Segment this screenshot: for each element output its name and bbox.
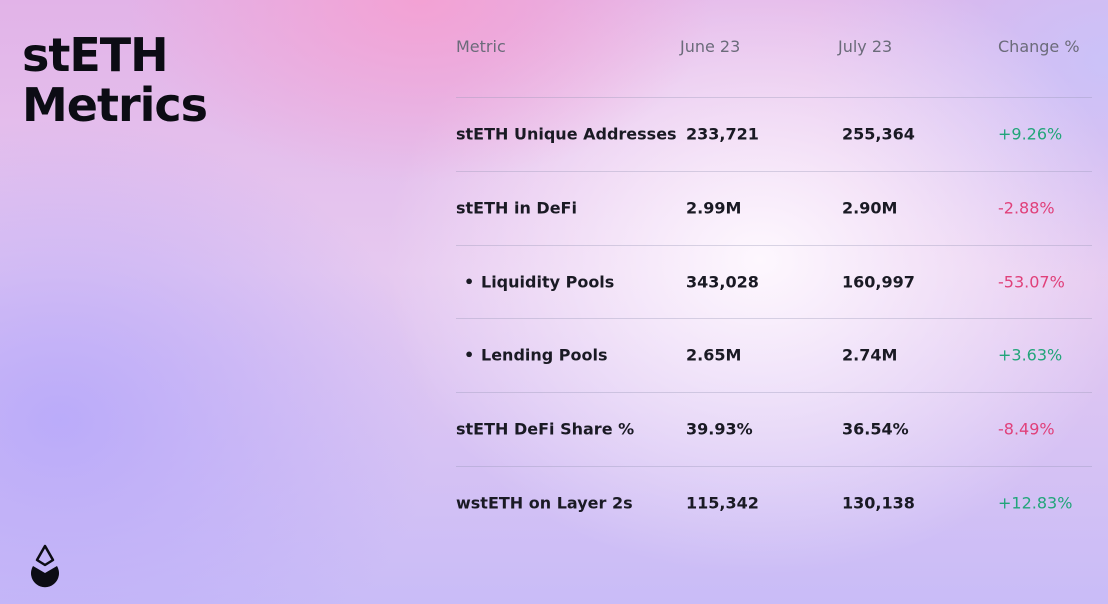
header-change: Change % [998,37,1080,56]
row-divider [456,466,1092,467]
cell-june: 233,721 [686,124,759,144]
cell-change: +9.26% [998,124,1063,144]
cell-metric: stETH in DeFi [456,198,577,218]
cell-june: 2.99M [686,198,742,218]
page-title: stETH Metrics [22,28,208,132]
lido-drop-icon [31,544,59,588]
cell-june: 2.65M [686,345,742,365]
cell-metric: stETH Unique Addresses [456,124,677,144]
cell-metric: Lending Pools [481,345,608,365]
cell-july: 255,364 [842,124,915,144]
header-june: June 23 [680,37,741,56]
cell-metric: Liquidity Pools [481,272,615,292]
title-line-2: Metrics [22,78,208,132]
row-divider [456,244,1092,246]
title-line-1: stETH [22,28,169,82]
row-divider [456,392,1092,394]
cell-july: 2.90M [842,198,898,218]
cell-metric: wstETH on Layer 2s [456,493,633,513]
header-july: July 23 [838,37,893,56]
bullet-icon: • [464,345,475,365]
cell-change: -53.07% [998,272,1065,292]
cell-july: 36.54% [842,419,909,439]
cell-change: +12.83% [998,493,1073,513]
cell-june: 39.93% [686,419,753,439]
cell-july: 160,997 [842,272,915,292]
row-divider [456,97,1092,98]
row-divider [456,318,1092,320]
cell-metric: stETH DeFi Share % [456,419,635,439]
cell-july: 2.74M [842,345,898,365]
cell-change: -8.49% [998,419,1055,439]
cell-june: 343,028 [686,272,759,292]
row-divider [456,170,1092,172]
bullet-icon: • [464,272,475,292]
header-metric: Metric [456,37,506,56]
cell-july: 130,138 [842,493,915,513]
cell-june: 115,342 [686,493,759,513]
cell-change: -2.88% [998,198,1055,218]
cell-change: +3.63% [998,345,1063,365]
